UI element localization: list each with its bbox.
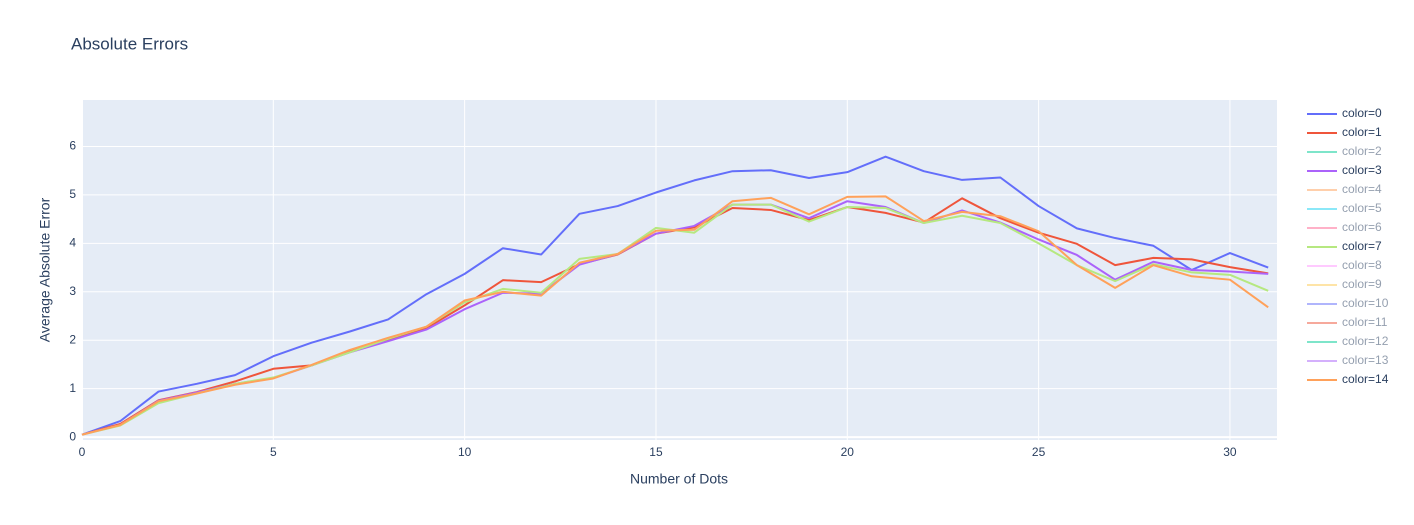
legend-item[interactable]: color=5: [1307, 201, 1382, 215]
legend-label: color=5: [1342, 201, 1382, 215]
x-tick-label: 0: [79, 445, 86, 459]
legend-label: color=3: [1342, 163, 1382, 177]
legend-item[interactable]: color=0: [1307, 106, 1382, 120]
y-tick-label: 1: [69, 381, 76, 395]
legend: color=0 color=1 color=2 color=3 color=4 color…: [1307, 106, 1389, 386]
series-line: [81, 155, 1269, 436]
legend-label: color=12: [1342, 334, 1389, 348]
legend-item[interactable]: color=10: [1307, 296, 1389, 310]
legend-item[interactable]: color=1: [1307, 125, 1382, 139]
x-tick-label: 30: [1223, 445, 1237, 459]
legend-label: color=0: [1342, 106, 1382, 120]
legend-label: color=2: [1342, 144, 1382, 158]
legend-label: color=9: [1342, 277, 1382, 291]
series-line: [81, 195, 1269, 436]
x-tick-label: 10: [458, 445, 472, 459]
x-axis-title: Number of Dots: [630, 471, 728, 487]
x-tick-label: 20: [841, 445, 855, 459]
y-axis-title: Average Absolute Error: [37, 197, 53, 342]
legend-label: color=11: [1342, 315, 1388, 329]
legend-item[interactable]: color=11: [1307, 315, 1388, 329]
legend-label: color=7: [1342, 239, 1382, 253]
y-tick-label: 5: [69, 187, 76, 201]
legend-item[interactable]: color=14: [1307, 372, 1389, 386]
legend-item[interactable]: color=7: [1307, 239, 1382, 253]
y-tick-label: 6: [69, 139, 76, 153]
legend-item[interactable]: color=12: [1307, 334, 1389, 348]
x-tick-label: 5: [270, 445, 277, 459]
legend-item[interactable]: color=4: [1307, 182, 1382, 196]
legend-label: color=1: [1342, 125, 1382, 139]
y-tick-label: 3: [69, 284, 76, 298]
x-tick-label: 25: [1032, 445, 1046, 459]
lines: [81, 155, 1269, 436]
legend-item[interactable]: color=3: [1307, 163, 1382, 177]
legend-item[interactable]: color=2: [1307, 144, 1382, 158]
y-tick-label: 2: [69, 332, 76, 346]
legend-label: color=4: [1342, 182, 1382, 196]
legend-label: color=10: [1342, 296, 1389, 310]
legend-label: color=6: [1342, 220, 1382, 234]
chart-title: Absolute Errors: [71, 34, 188, 53]
legend-item[interactable]: color=6: [1307, 220, 1382, 234]
legend-item[interactable]: color=9: [1307, 277, 1382, 291]
legend-item[interactable]: color=13: [1307, 353, 1389, 367]
x-tick-label: 15: [649, 445, 663, 459]
legend-label: color=14: [1342, 372, 1389, 386]
legend-label: color=13: [1342, 353, 1389, 367]
plot-area: [82, 100, 1277, 440]
legend-item[interactable]: color=8: [1307, 258, 1382, 272]
legend-label: color=8: [1342, 258, 1382, 272]
grid: 0 1 2 3 4 5 6 0 5 10 15 20 25 30: [69, 100, 1277, 459]
y-tick-label: 4: [69, 236, 76, 250]
y-tick-label: 0: [69, 429, 76, 443]
